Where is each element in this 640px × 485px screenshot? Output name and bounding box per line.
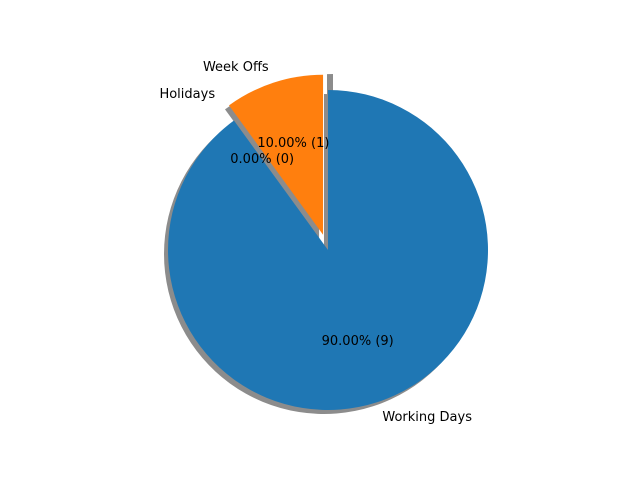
slice-label-week-offs: Week Offs bbox=[203, 60, 269, 75]
slice-pct-label-working-days: 90.00% (9) bbox=[322, 334, 394, 349]
slice-label-working-days: Working Days bbox=[382, 410, 472, 425]
pie-label-layer: Week Offs 10.00% (1) Holidays 0.00% (0) Work… bbox=[159, 60, 472, 425]
slice-pct-label-holidays: 0.00% (0) bbox=[230, 152, 294, 167]
pie-slice-week-offs bbox=[229, 74, 324, 235]
slice-label-holidays: Holidays bbox=[159, 87, 215, 102]
pie-slice-layer bbox=[168, 74, 488, 410]
pie-slice-working-days bbox=[168, 90, 488, 410]
slice-pct-label-week-offs: 10.00% (1) bbox=[257, 136, 329, 151]
